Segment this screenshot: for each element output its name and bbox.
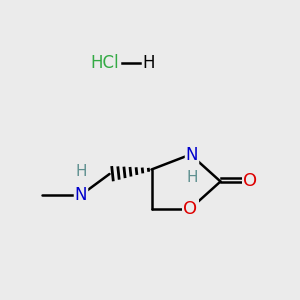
Text: O: O	[183, 200, 198, 217]
Text: H: H	[142, 54, 155, 72]
Text: N: N	[186, 146, 198, 164]
Text: HCl: HCl	[91, 54, 119, 72]
Text: H: H	[75, 164, 87, 179]
Text: O: O	[243, 172, 258, 190]
Text: H: H	[186, 169, 198, 184]
Text: N: N	[75, 186, 87, 204]
